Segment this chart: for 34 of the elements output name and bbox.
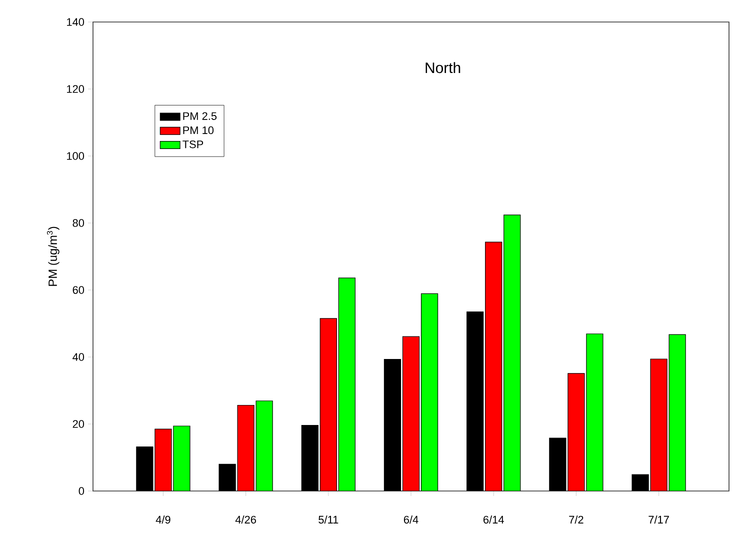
x-tick-label: 6/14 bbox=[484, 516, 504, 524]
bar bbox=[338, 278, 356, 491]
y-tick-label: 60 bbox=[72, 286, 84, 294]
bar bbox=[421, 294, 438, 491]
bar bbox=[650, 358, 668, 491]
y-tick-label: 0 bbox=[78, 487, 84, 495]
x-tick-label: 4/26 bbox=[235, 516, 256, 524]
bar bbox=[402, 336, 420, 491]
y-tick-label: 80 bbox=[72, 219, 84, 227]
bar bbox=[504, 214, 521, 491]
y-axis-title: PM (ug/m$^{3}$) bbox=[46, 226, 60, 286]
y-tick-label: 20 bbox=[72, 420, 84, 428]
bar bbox=[485, 242, 502, 491]
x-tick-label: 6/4 bbox=[404, 516, 418, 524]
legend-label: PM 10 bbox=[183, 126, 214, 134]
y-tick-label: 120 bbox=[67, 85, 84, 93]
y-tick-label: 140 bbox=[67, 18, 84, 26]
bar bbox=[154, 428, 172, 491]
bar bbox=[586, 334, 604, 491]
x-tick-label: 7/17 bbox=[648, 516, 669, 524]
y-tick-label: 100 bbox=[67, 152, 84, 160]
bar bbox=[237, 404, 254, 491]
bar bbox=[568, 373, 585, 491]
y-tick-label: 40 bbox=[72, 353, 84, 361]
bar bbox=[173, 426, 190, 491]
bar bbox=[256, 400, 273, 491]
bar bbox=[668, 334, 686, 491]
bar bbox=[320, 318, 337, 491]
x-tick-label: 4/9 bbox=[156, 516, 170, 524]
text: North bbox=[426, 62, 460, 74]
x-tick-label: 7/2 bbox=[569, 516, 584, 524]
legend-label: TSP bbox=[182, 140, 204, 148]
legend-label: PM 2.5 bbox=[183, 112, 217, 120]
x-tick-label: 5/11 bbox=[318, 516, 338, 524]
